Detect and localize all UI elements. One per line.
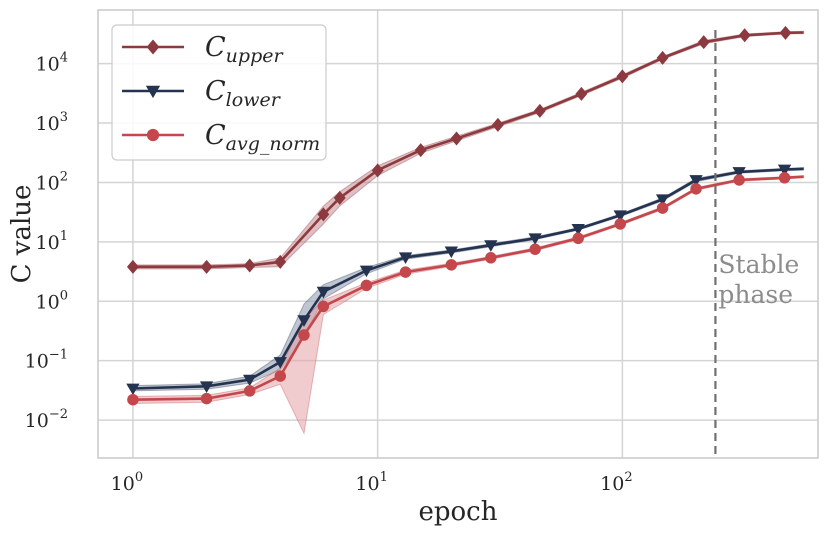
- point-upper: [738, 28, 751, 43]
- point-avg-norm: [243, 385, 256, 397]
- point-upper: [533, 103, 546, 118]
- y-tick-label: 101: [36, 229, 68, 254]
- legend-box: [111, 24, 327, 161]
- series-lines: [126, 25, 804, 406]
- point-lower: [316, 286, 331, 299]
- x-axis-label: epoch: [419, 497, 498, 527]
- point-lower: [689, 175, 703, 187]
- point-avg-norm: [317, 300, 330, 313]
- point-upper: [200, 259, 213, 274]
- point-lower: [126, 383, 140, 396]
- point-lower: [145, 85, 161, 99]
- x-tick-label: 100: [111, 470, 143, 495]
- point-lower: [273, 357, 287, 369]
- annotation-line1: Stable: [718, 250, 799, 279]
- point-avg-norm: [200, 392, 213, 405]
- x-tick-label: 101: [355, 470, 387, 495]
- point-lower: [398, 252, 413, 264]
- point-avg-norm: [360, 279, 373, 292]
- point-upper: [779, 25, 792, 40]
- line-lower: [132, 167, 804, 390]
- point-upper: [126, 259, 139, 274]
- y-tick-label: 100: [36, 288, 68, 313]
- point-upper: [243, 258, 256, 273]
- y-axis-label: C value: [7, 185, 37, 284]
- point-lower: [777, 164, 792, 177]
- point-upper: [274, 254, 287, 269]
- y-tick-label: 102: [36, 169, 68, 194]
- point-upper: [616, 69, 629, 84]
- y-tick-label: 104: [36, 51, 68, 76]
- point-avg-norm: [127, 394, 139, 406]
- legend: Cupper Clower Cavg_norm: [111, 24, 327, 161]
- point-lower: [243, 374, 257, 387]
- point-upper: [491, 117, 504, 132]
- point-avg-norm: [733, 174, 745, 186]
- point-avg-norm: [274, 370, 286, 382]
- legend-label-avg_norm: Cavg_norm: [205, 120, 320, 155]
- point-lower: [484, 240, 498, 252]
- point-lower: [297, 315, 311, 327]
- point-avg-norm: [690, 183, 702, 195]
- point-avg-norm: [485, 252, 497, 264]
- point-avg-norm: [298, 329, 310, 341]
- point-upper: [333, 190, 346, 205]
- point-upper: [146, 39, 160, 55]
- y-tick-label: 10−2: [25, 407, 68, 432]
- point-avg-norm: [656, 202, 669, 214]
- legend-label-lower: Clower: [205, 76, 282, 111]
- point-lower: [571, 224, 585, 236]
- point-avg-norm: [445, 259, 458, 271]
- point-lower: [528, 233, 542, 245]
- y-tick-label: 103: [36, 110, 68, 135]
- legend-label-upper: Cupper: [205, 32, 284, 67]
- point-upper: [371, 163, 384, 178]
- x-tick-label: 102: [600, 470, 632, 495]
- point-upper: [450, 131, 463, 146]
- point-upper: [317, 207, 330, 222]
- point-lower: [444, 246, 458, 259]
- point-avg-norm: [572, 232, 584, 245]
- point-avg-norm: [529, 243, 541, 256]
- point-upper: [575, 86, 588, 101]
- point-avg-norm: [778, 172, 791, 184]
- point-avg-norm: [614, 218, 626, 230]
- point-lower: [732, 167, 746, 179]
- point-upper: [656, 50, 669, 65]
- point-lower: [655, 194, 670, 206]
- point-lower: [359, 265, 374, 278]
- point-avg-norm: [146, 128, 160, 142]
- annotation-line2: phase: [718, 280, 793, 309]
- tick-labels: 100 101 102 10−2 10−1 100 101 102 103 104: [25, 51, 633, 495]
- point-lower: [199, 381, 214, 393]
- point-lower: [613, 210, 627, 222]
- plot-frame: [97, 9, 819, 459]
- y-tick-label: 10−1: [25, 348, 68, 373]
- point-upper: [414, 143, 427, 158]
- point-upper: [697, 35, 710, 50]
- point-avg-norm: [399, 266, 412, 278]
